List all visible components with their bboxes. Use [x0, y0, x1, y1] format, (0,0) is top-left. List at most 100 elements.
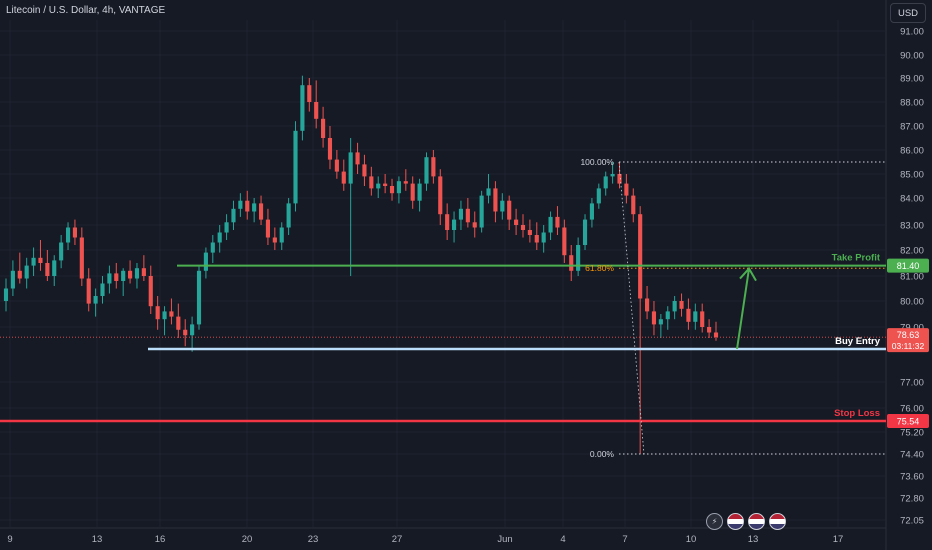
take-profit-price-tag-bg — [887, 258, 929, 273]
y-tick-label: 86.00 — [900, 146, 924, 157]
projection-arrow-head — [739, 266, 757, 282]
candle-body — [245, 200, 250, 212]
candle-body — [617, 174, 622, 184]
candle-body — [190, 324, 195, 336]
candle-body — [148, 276, 153, 307]
fib-level-label: 0.00% — [590, 449, 615, 459]
symbol-title: Litecoin / U.S. Dollar, 4h, VANTAGE — [6, 5, 166, 16]
candle-body — [486, 188, 491, 196]
candle-body — [562, 227, 567, 256]
candle-body — [396, 181, 401, 194]
candle-body — [362, 164, 367, 177]
candle-body — [327, 138, 333, 160]
y-tick-label: 79.00 — [900, 323, 924, 334]
take-profit-price-tag: 81.40 — [897, 261, 920, 271]
candle-body — [176, 316, 181, 330]
us-flag-icon[interactable] — [769, 513, 786, 530]
candle-body — [569, 255, 574, 271]
candle-body — [79, 237, 84, 279]
candle-body — [707, 327, 712, 333]
stop-loss-label: Stop Loss — [834, 408, 880, 419]
x-tick-label: 16 — [155, 534, 166, 545]
candle-body — [59, 242, 64, 261]
stop-loss-price-tag-bg — [887, 414, 929, 428]
candle-body — [52, 260, 57, 276]
candle-body — [265, 219, 271, 238]
candle-body — [445, 214, 450, 230]
candle-body — [645, 298, 650, 312]
candle-body — [107, 273, 112, 284]
candle-body — [134, 268, 140, 279]
stop-loss-price-tag: 75.54 — [897, 417, 920, 427]
candle-body — [458, 208, 464, 220]
us-flag-icon[interactable] — [727, 513, 744, 530]
candle-body — [465, 208, 470, 223]
x-tick-label: 10 — [686, 534, 697, 545]
candle-body — [17, 270, 22, 279]
take-profit-label: Take Profit — [832, 253, 881, 264]
candle-body — [713, 332, 719, 338]
candle-body — [252, 203, 257, 212]
x-tick-label: Jun — [497, 534, 512, 545]
candle-body — [279, 227, 284, 243]
current-price-tag-bg — [887, 328, 929, 353]
fib-level-label: 100.00% — [580, 157, 614, 167]
footer-icons: ⚡ — [706, 513, 786, 530]
us-flag-icon[interactable] — [748, 513, 765, 530]
candle-body — [114, 273, 119, 281]
candle-body — [541, 232, 546, 243]
y-tick-label: 75.20 — [900, 428, 924, 439]
x-tick-label: 7 — [622, 534, 627, 545]
candle-body — [383, 183, 388, 186]
candle-body — [65, 227, 71, 243]
y-tick-label: 82.00 — [900, 246, 924, 257]
y-tick-label: 81.00 — [900, 272, 924, 283]
candle-body — [700, 311, 705, 327]
projection-arrow — [736, 268, 750, 350]
candle-body — [651, 311, 657, 325]
candle-body — [451, 219, 457, 230]
candle-body — [555, 216, 560, 228]
candle-body — [141, 268, 146, 276]
candle-body — [665, 311, 670, 320]
candle-body — [334, 159, 339, 172]
candle-body — [610, 174, 615, 177]
candle-body — [438, 176, 443, 215]
x-tick-label: 27 — [392, 534, 403, 545]
y-tick-label: 87.00 — [900, 122, 924, 133]
candle-body — [24, 265, 29, 279]
candle-body — [38, 257, 43, 263]
candle-body — [417, 183, 422, 201]
candle-body — [45, 263, 50, 276]
candle-body — [693, 311, 698, 322]
y-tick-label: 91.00 — [900, 27, 924, 38]
y-tick-label: 80.00 — [900, 297, 924, 308]
candle-body — [3, 288, 9, 301]
candle-body — [183, 329, 188, 336]
candle-body — [679, 301, 684, 309]
candle-body — [321, 118, 326, 138]
candle-body — [238, 200, 243, 209]
y-tick-label: 74.40 — [900, 450, 924, 461]
candle-body — [272, 237, 277, 243]
candle-body — [307, 85, 312, 102]
candle-body — [128, 270, 133, 279]
currency-button[interactable]: USD — [890, 3, 926, 23]
lightning-icon[interactable]: ⚡ — [706, 513, 723, 530]
candle-body — [155, 306, 160, 320]
y-tick-label: 77.00 — [900, 378, 924, 389]
candle-body — [210, 242, 215, 253]
y-tick-label: 73.60 — [900, 472, 924, 483]
candle-body — [686, 308, 691, 322]
candle-body — [534, 235, 539, 243]
candle-body — [300, 85, 305, 131]
candle-body — [376, 183, 381, 189]
candle-body — [603, 176, 608, 189]
fib-trend-line — [618, 161, 645, 455]
x-tick-label: 9 — [7, 534, 12, 545]
candle-body — [217, 232, 222, 243]
y-tick-label: 72.05 — [900, 516, 924, 527]
candle-body — [10, 270, 15, 289]
